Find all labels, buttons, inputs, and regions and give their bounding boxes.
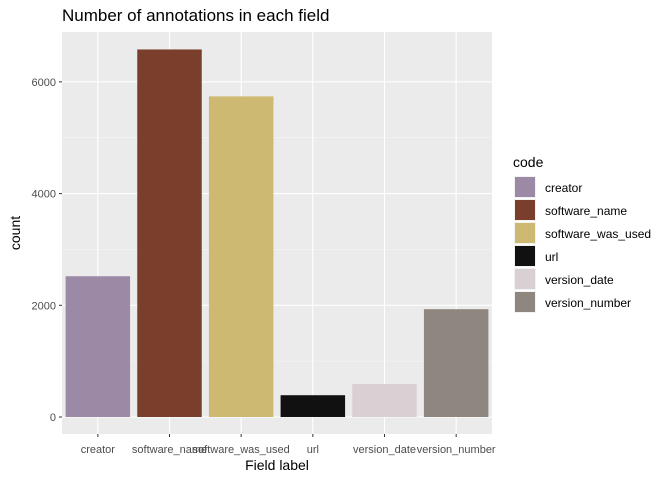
legend-swatch bbox=[515, 292, 535, 312]
x-tick-label: creator bbox=[81, 444, 116, 456]
bar-software_was_used bbox=[208, 96, 274, 417]
legend-label: version_date bbox=[545, 273, 614, 287]
legend-swatch bbox=[515, 223, 535, 243]
legend-swatch bbox=[515, 177, 535, 197]
bar-url bbox=[280, 395, 346, 417]
legend-label: version_number bbox=[545, 296, 631, 310]
x-tick-label: software_was_used bbox=[193, 444, 290, 456]
y-axis-title: count bbox=[7, 216, 23, 250]
x-tick-label: version_number bbox=[417, 444, 496, 456]
y-tick-label: 6000 bbox=[32, 77, 56, 89]
legend-label: url bbox=[545, 250, 558, 264]
bar-version_date bbox=[352, 384, 417, 417]
bars bbox=[65, 49, 489, 418]
chart-title: Number of annotations in each field bbox=[62, 6, 329, 25]
x-tick-label: url bbox=[307, 444, 319, 456]
y-axis-ticks: 0 2000 4000 6000 bbox=[32, 77, 62, 424]
bar-software_name bbox=[137, 49, 202, 418]
legend-title: code bbox=[513, 154, 544, 170]
x-tick-label: software_name bbox=[132, 444, 207, 456]
legend: creator software_name software_was_usedurl… bbox=[514, 176, 651, 313]
legend-label: software_was_used bbox=[545, 227, 651, 241]
y-tick-label: 0 bbox=[50, 412, 56, 424]
x-axis-title: Field label bbox=[245, 457, 309, 473]
plot-panel bbox=[62, 32, 492, 434]
legend-swatch bbox=[515, 269, 535, 289]
y-tick-label: 4000 bbox=[32, 189, 56, 201]
bar-version_number bbox=[423, 309, 489, 417]
y-tick-label: 2000 bbox=[32, 300, 56, 312]
legend-swatch bbox=[515, 200, 535, 220]
legend-swatch bbox=[515, 246, 535, 266]
bar-creator bbox=[65, 276, 131, 417]
legend-label: software_name bbox=[545, 204, 627, 218]
legend-label: creator bbox=[545, 181, 582, 195]
x-tick-label: version_date bbox=[353, 444, 416, 456]
